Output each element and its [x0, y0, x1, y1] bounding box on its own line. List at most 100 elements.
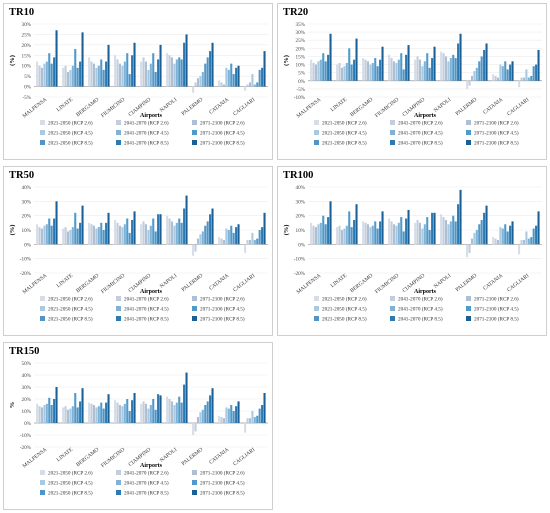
bar: [327, 54, 330, 81]
x-tick-label: BERGAMO: [349, 273, 374, 294]
legend-swatch: [390, 130, 395, 135]
legend-swatch: [314, 296, 319, 301]
bar: [66, 71, 70, 87]
legend-entry: 2041-2070 (RCP 2.6): [398, 120, 443, 127]
bar: [440, 214, 443, 245]
y-tick-label: 0%: [24, 242, 32, 248]
bar: [362, 58, 365, 81]
legend-swatch: [40, 306, 45, 311]
chart-title: TR20: [283, 7, 309, 18]
y-tick-label: -10%: [20, 257, 32, 263]
bar: [312, 225, 315, 245]
legend-swatch: [192, 296, 197, 301]
bar: [147, 230, 150, 245]
bar: [48, 397, 51, 423]
bar: [431, 58, 434, 81]
y-tick-label: -20%: [20, 445, 32, 451]
legend-entry: 2041-2070 (RCP 2.6): [124, 470, 169, 477]
bar: [366, 61, 370, 81]
bar: [518, 244, 521, 255]
legend-entry: 2041-2070 (RCP 8.5): [124, 316, 169, 323]
bar: [355, 38, 358, 81]
legend-swatch: [40, 140, 45, 145]
bar: [100, 222, 103, 245]
bar: [38, 406, 41, 423]
bar: [92, 405, 96, 423]
bar: [97, 65, 100, 87]
bar: [532, 66, 535, 81]
x-tick-label: NAPOLI: [433, 273, 452, 290]
y-tick-label: 25%: [295, 38, 305, 44]
bar: [310, 59, 313, 81]
bar: [204, 63, 207, 87]
bar: [40, 407, 44, 423]
bar: [501, 228, 504, 245]
bar: [92, 63, 96, 87]
bar: [478, 224, 481, 245]
bar: [496, 77, 500, 81]
legend-entry: 2041-2070 (RCP 4.5): [124, 130, 169, 137]
legend-swatch: [390, 296, 395, 301]
legend-entry: 2071-2100 (RCP 8.5): [474, 316, 519, 323]
bar: [355, 204, 358, 245]
legend-swatch: [116, 140, 121, 145]
legend-entry: 2021-2050 (RCP 4.5): [48, 480, 93, 487]
bar: [535, 225, 538, 245]
bar: [530, 237, 533, 245]
y-axis-label: %: [9, 402, 16, 409]
y-tick-label: 15%: [295, 54, 305, 60]
bar: [149, 225, 152, 245]
legend-swatch: [390, 140, 395, 145]
bar: [379, 59, 382, 81]
bar: [263, 51, 266, 87]
bar: [511, 221, 514, 245]
bar: [154, 409, 157, 423]
bar: [395, 225, 398, 245]
legend-swatch: [40, 130, 45, 135]
y-tick-label: 30%: [21, 385, 31, 391]
bar: [133, 42, 136, 87]
bar: [369, 64, 372, 81]
bar: [144, 61, 148, 87]
legend-swatch: [314, 130, 319, 135]
bar: [64, 65, 67, 87]
legend-entry: 2021-2050 (RCP 4.5): [48, 130, 93, 137]
bar: [118, 405, 122, 423]
bar: [485, 205, 488, 245]
bar: [74, 212, 77, 245]
bar: [338, 62, 341, 81]
bar: [421, 66, 424, 81]
bar: [345, 225, 348, 245]
x-tick-label: CAGLIARI: [506, 97, 530, 118]
legend-entry: 2071-2100 (RCP 8.5): [200, 316, 245, 323]
bar: [69, 230, 72, 245]
bar: [480, 219, 483, 245]
bar: [475, 230, 478, 245]
bar: [154, 71, 157, 87]
x-axis-label: Airports: [140, 463, 163, 469]
x-tick-label: CAGLIARI: [506, 273, 530, 294]
bar: [66, 231, 70, 245]
x-tick-label: CAGLIARI: [232, 447, 256, 468]
bar: [426, 217, 429, 245]
bar: [246, 418, 249, 423]
y-tick-label: 50%: [21, 361, 31, 367]
legend-entry: 2041-2070 (RCP 4.5): [398, 306, 443, 313]
bar: [209, 395, 212, 423]
bar: [492, 237, 495, 245]
legend-swatch: [116, 490, 121, 495]
bar: [256, 238, 259, 245]
bar: [364, 222, 367, 245]
bar: [121, 227, 124, 245]
bar: [55, 30, 58, 87]
bar: [102, 230, 105, 245]
bar: [88, 402, 91, 423]
y-tick-label: -20%: [20, 271, 32, 277]
bar: [140, 403, 143, 423]
bar: [196, 238, 200, 245]
bar: [317, 224, 320, 245]
y-tick-label: 20%: [295, 46, 305, 52]
bar: [362, 221, 365, 245]
legend-swatch: [466, 296, 471, 301]
bar: [227, 69, 230, 87]
